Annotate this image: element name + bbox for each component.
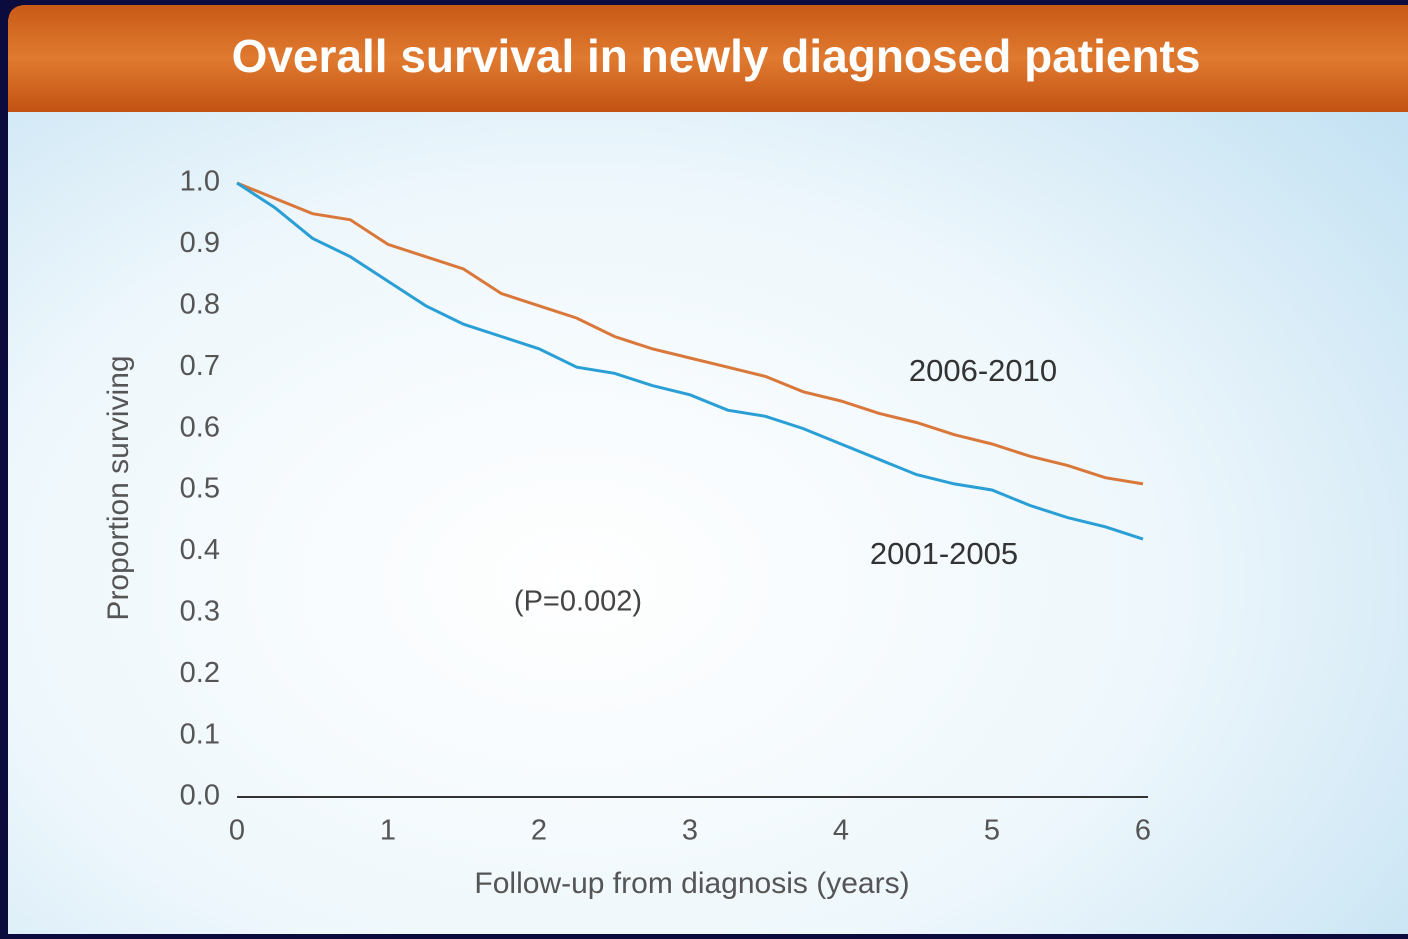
y-tick-label: 0.7 (180, 350, 220, 382)
survival-line (236, 181, 1144, 486)
series-label: 2006-2010 (909, 353, 1057, 388)
x-tick-label: 1 (380, 815, 396, 847)
y-tick-label: 1.0 (180, 166, 220, 198)
y-axis-label: Proportion surviving (102, 355, 135, 620)
y-tick-label: 0.8 (180, 288, 220, 320)
x-tick-label: 2 (531, 815, 547, 847)
y-tick-label: 0.6 (180, 411, 220, 443)
y-tick-label: 0.5 (180, 473, 220, 505)
x-tick-label: 6 (1135, 815, 1151, 847)
y-tick-label: 0.2 (180, 657, 220, 689)
y-tick-label: 0.4 (180, 534, 220, 566)
y-tick-label: 0.1 (180, 718, 220, 750)
x-tick-label: 0 (229, 815, 245, 847)
chart-title: Overall survival in newly diagnosed pati… (232, 30, 1201, 82)
series-label: 2001-2005 (870, 536, 1018, 571)
y-tick-label: 0.9 (180, 227, 220, 259)
y-tick-label: 0.3 (180, 595, 220, 627)
header-bar (8, 5, 1408, 112)
survival-line (236, 181, 1144, 541)
panel (8, 5, 1408, 939)
x-axis-label: Follow-up from diagnosis (years) (474, 867, 909, 900)
x-tick-label: 5 (984, 815, 1000, 847)
x-tick-label: 3 (682, 815, 698, 847)
y-tick-label: 0.0 (180, 780, 220, 812)
x-tick-label: 4 (833, 815, 849, 847)
p-value-annotation: (P=0.002) (514, 586, 642, 618)
